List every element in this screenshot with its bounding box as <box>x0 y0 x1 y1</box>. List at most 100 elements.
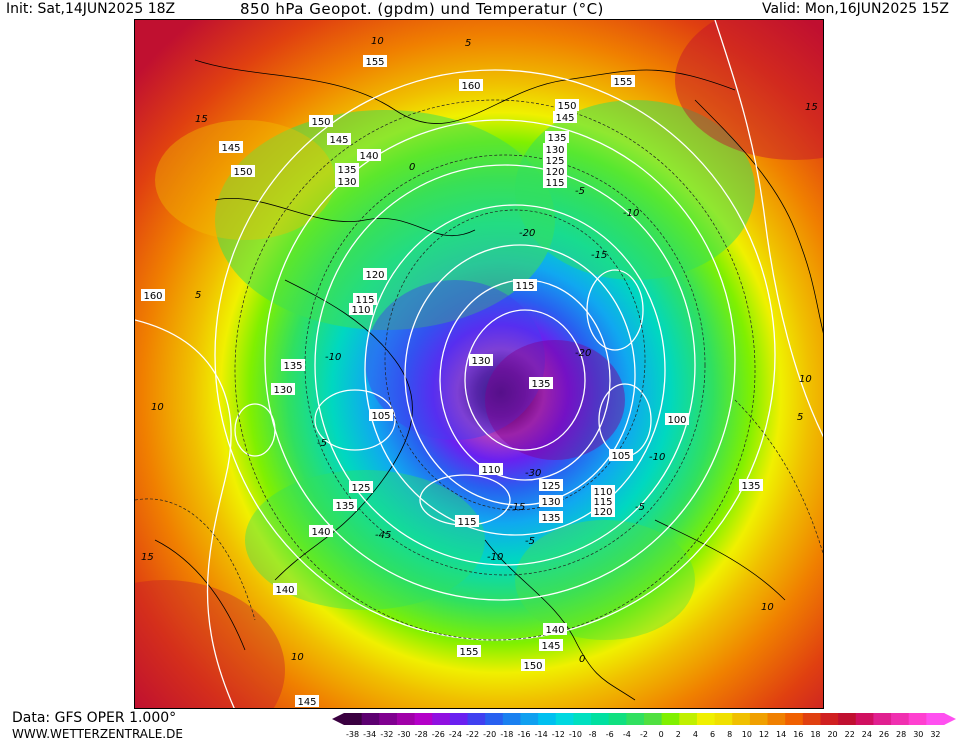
geopotential-isolines <box>135 20 823 708</box>
colorbar-swatches <box>332 713 956 725</box>
svg-text:145: 145 <box>541 641 560 652</box>
colorbar-swatch <box>432 713 451 725</box>
colorbar-swatch <box>838 713 857 725</box>
geo-label: 145 <box>327 133 351 146</box>
geo-label: 150 <box>231 165 255 178</box>
svg-text:145: 145 <box>221 143 240 154</box>
svg-text:155: 155 <box>365 57 384 68</box>
colorbar-tick-label: -12 <box>552 730 565 739</box>
geo-label: 155 <box>611 75 635 88</box>
colorbar-swatch <box>785 713 804 725</box>
colorbar-tick-label: -2 <box>640 730 648 739</box>
svg-text:115: 115 <box>457 517 476 528</box>
svg-text:120: 120 <box>593 507 612 518</box>
temp-label: -10 <box>325 352 341 363</box>
svg-text:130: 130 <box>541 497 560 508</box>
map-panel: 155 160 155 150 145 135 130 125 120 115 … <box>134 19 824 709</box>
temperature-labels: 10 5 15 -20 -15 -10 -5 0 -10 -5 5 10 15 … <box>141 36 818 665</box>
temp-label: -45 <box>375 530 391 541</box>
colorbar-swatch <box>520 713 539 725</box>
colorbar-swatch <box>891 713 910 725</box>
geo-label: 145 <box>219 141 243 154</box>
geo-label: 145 <box>553 111 577 124</box>
svg-text:130: 130 <box>545 145 564 156</box>
temp-label: 15 <box>141 552 154 563</box>
colorbar-tick-label: -14 <box>535 730 548 739</box>
geo-label: 110 <box>479 463 503 476</box>
geo-label: 110 <box>591 485 615 498</box>
colorbar-swatch <box>714 713 733 725</box>
temp-label: 10 <box>151 402 164 413</box>
geo-label: 105 <box>609 449 633 462</box>
colorbar-tick-label: -34 <box>363 730 376 739</box>
colorbar-tick-label: -8 <box>589 730 597 739</box>
geo-label: 115 <box>353 293 377 306</box>
colorbar-swatch <box>361 713 380 725</box>
geo-label: 160 <box>459 79 483 92</box>
geo-label: 115 <box>591 495 615 508</box>
colorbar-swatch <box>661 713 680 725</box>
temp-label: 5 <box>195 290 201 301</box>
colorbar-tick-label: -30 <box>397 730 410 739</box>
svg-text:145: 145 <box>555 113 574 124</box>
geo-label: 125 <box>543 154 567 167</box>
svg-text:110: 110 <box>351 305 370 316</box>
temp-label: 0 <box>409 162 415 173</box>
colorbar-swatch <box>608 713 627 725</box>
colorbar-tick-label: 0 <box>659 730 664 739</box>
temp-label: -10 <box>487 552 503 563</box>
svg-text:150: 150 <box>523 661 542 672</box>
colorbar-tick-label: -38 <box>346 730 359 739</box>
svg-text:160: 160 <box>461 81 480 92</box>
colorbar-tick-label: -24 <box>449 730 462 739</box>
svg-text:105: 105 <box>371 411 390 422</box>
colorbar-swatch <box>485 713 504 725</box>
colorbar-tick-label: 14 <box>776 730 786 739</box>
temp-label: -20 <box>519 228 535 239</box>
svg-text:125: 125 <box>545 156 564 167</box>
temp-label: -20 <box>575 348 591 359</box>
geo-label: 150 <box>555 99 579 112</box>
geo-label: 150 <box>309 115 333 128</box>
geo-label: 130 <box>271 383 295 396</box>
svg-text:155: 155 <box>459 647 478 658</box>
svg-text:130: 130 <box>273 385 292 396</box>
geopotential-labels: 155 160 155 150 145 135 130 125 120 115 … <box>141 55 763 708</box>
map-title: 850 hPa Geopot. (gpdm) und Temperatur (°… <box>240 0 604 18</box>
colorbar-tick-label: -10 <box>569 730 582 739</box>
svg-text:160: 160 <box>143 291 162 302</box>
colorbar-swatch <box>449 713 469 725</box>
colorbar-swatch <box>908 713 927 725</box>
colorbar-tick-label: 4 <box>693 730 698 739</box>
svg-text:125: 125 <box>351 483 370 494</box>
temp-label: -15 <box>509 502 525 513</box>
colorbar-swatch <box>538 713 557 725</box>
colorbar-tick-label: -32 <box>380 730 393 739</box>
geo-label: 120 <box>591 505 615 518</box>
temp-label: -10 <box>649 452 665 463</box>
colorbar-ticks: -38 -34 -32 -30 -28 -26 -24 -22 -20 -18 -16 -14 -12-… <box>346 730 940 739</box>
colorbar-tick-label: 24 <box>862 730 872 739</box>
svg-text:140: 140 <box>545 625 564 636</box>
colorbar-swatch <box>379 713 398 725</box>
svg-text:140: 140 <box>311 527 330 538</box>
temp-label: -10 <box>623 208 639 219</box>
temp-label: -5 <box>575 186 585 197</box>
svg-text:145: 145 <box>297 697 316 708</box>
svg-text:130: 130 <box>337 177 356 188</box>
svg-text:105: 105 <box>611 451 630 462</box>
colorbar-tick-label: -6 <box>606 730 614 739</box>
colorbar-swatch <box>732 713 751 725</box>
svg-text:140: 140 <box>359 151 378 162</box>
data-source: Data: GFS OPER 1.000° <box>12 710 177 726</box>
colorbar-tick-label: -18 <box>500 730 513 739</box>
geo-label: 100 <box>665 413 689 426</box>
svg-text:120: 120 <box>545 167 564 178</box>
colorbar-swatch <box>573 713 592 725</box>
geo-label: 125 <box>539 479 563 492</box>
geo-label: 145 <box>539 639 563 652</box>
colorbar-swatch <box>749 713 769 725</box>
geo-label: 135 <box>529 377 553 390</box>
svg-text:135: 135 <box>283 361 302 372</box>
colorbar-tick-label: -4 <box>623 730 631 739</box>
